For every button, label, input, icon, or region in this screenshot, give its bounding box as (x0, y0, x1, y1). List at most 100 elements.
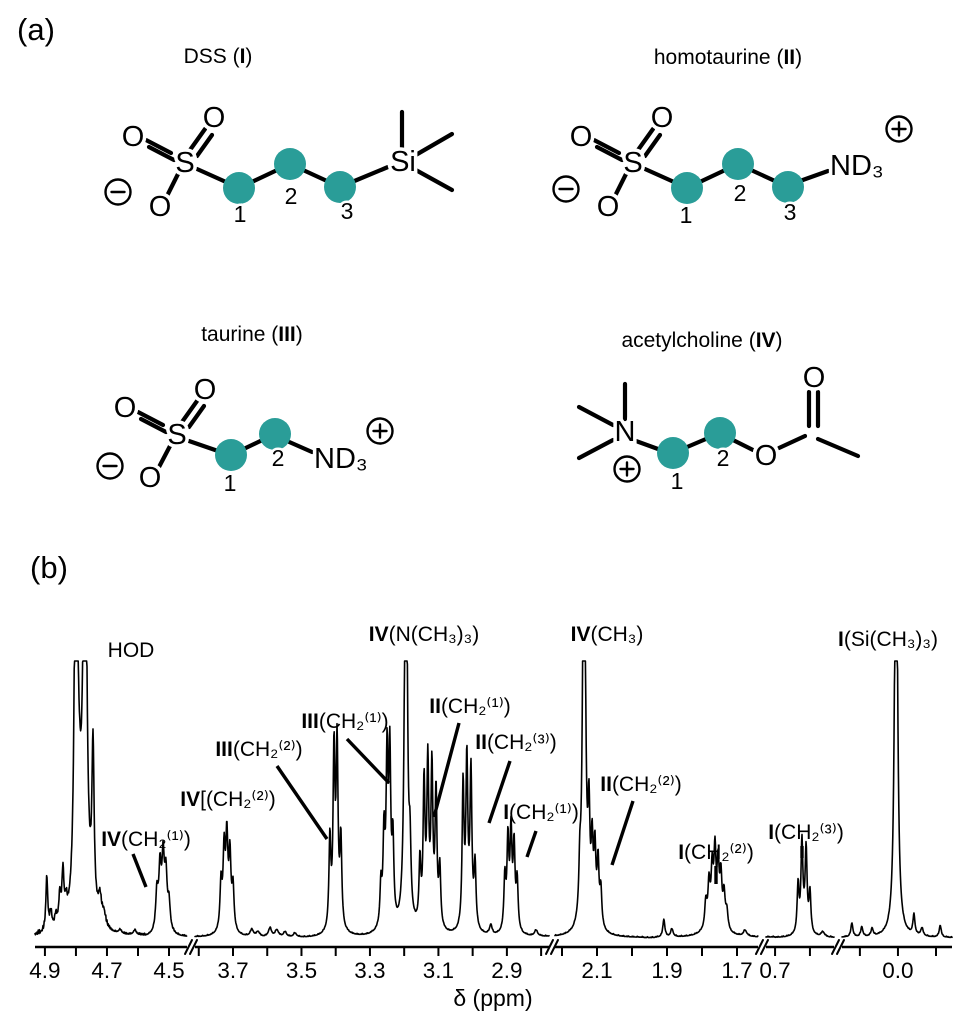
minus-charge-icon (552, 175, 580, 203)
axis-tick-label: 0.7 (759, 958, 790, 983)
bond-line (349, 164, 391, 185)
atom-label: O (203, 102, 226, 134)
peak-label-i-ch2-2: I(CH₂⁽²⁾) (678, 841, 754, 864)
structure-title: homotaurine (II) (654, 46, 802, 69)
peak-pointer-line (275, 765, 329, 840)
spectrum-trace (554, 660, 759, 939)
peak-label-iii-ch2-1: III(CH₂⁽¹⁾) (301, 710, 388, 733)
atom-label: ND₃ (314, 443, 368, 475)
atom-label: O (755, 440, 778, 472)
bond-line (642, 166, 677, 185)
plus-charge-icon (366, 417, 394, 445)
atom-label: S (623, 147, 642, 179)
axis-tick-label: 2.9 (491, 958, 522, 983)
atom-label: S (175, 147, 194, 179)
atom-label: O (803, 362, 826, 394)
axis-break-icon (755, 939, 764, 955)
axis-tick-label: 3.1 (423, 958, 454, 983)
atom-label: O (139, 462, 162, 494)
structure-homotaurine: SO O O ND₃ 1 2 3 homotaurine (II) (552, 46, 913, 231)
bond-line (411, 131, 455, 159)
peak-label-ii-ch2-2: II(CH₂⁽²⁾) (600, 773, 681, 796)
bond-line (730, 437, 756, 453)
axis-tick-label: 3.3 (354, 958, 385, 983)
spectrum-trace (34, 660, 188, 937)
peak-pointer-line (610, 800, 635, 866)
bond-line (186, 403, 207, 430)
bond-line (594, 144, 625, 163)
structure-title: DSS (I) (184, 45, 253, 68)
bond-line (146, 144, 177, 163)
bond-line (635, 126, 656, 153)
ch2-position-marker (704, 417, 736, 449)
bond-line (576, 404, 616, 428)
axis-tick-label: 3.5 (286, 958, 317, 983)
atom-label: O (194, 374, 217, 406)
structure-taurine: SO O O ND₃ 1 2 taurine (III) (96, 323, 394, 499)
marker-number: 1 (680, 202, 693, 228)
ch2-position-marker (223, 172, 255, 204)
axis-tick-label: 0.0 (882, 958, 913, 983)
marker-number: 2 (272, 445, 285, 471)
atom-label: O (570, 121, 593, 153)
bond-line (194, 166, 229, 185)
axis-break-icon (545, 939, 554, 955)
bond-line (179, 398, 200, 425)
bond-line (143, 137, 174, 156)
marker-number: 3 (341, 198, 354, 224)
structure-title: acetylcholine (IV) (621, 329, 782, 352)
bond-line (612, 171, 629, 199)
bond-line (187, 126, 208, 153)
marker-number: 2 (717, 445, 730, 471)
ch2-position-marker (722, 148, 754, 180)
bond-line (591, 137, 622, 156)
bond-line (194, 132, 215, 159)
axis-break-icon (184, 939, 193, 955)
peak-label-i-ch2-3: I(CH₂⁽³⁾) (768, 821, 844, 844)
peak-pointer-line (525, 830, 538, 858)
axis-break-icon (831, 939, 840, 955)
atom-label: O (651, 102, 674, 134)
plus-charge-icon (613, 455, 641, 483)
atom-label: O (597, 191, 620, 223)
spectrum-trace (765, 833, 835, 939)
structure-dss: SO O O Si 1 2 3 DSS (I) (104, 45, 455, 230)
structure-acetylcholine: N O O 1 2 acetylcholine (IV) (576, 329, 861, 497)
spectrum-trace (194, 660, 550, 938)
axis-tick-label: 1.9 (651, 958, 682, 983)
ch2-position-marker (274, 148, 306, 180)
axis-tick-label: 2.1 (581, 958, 612, 983)
marker-number: 1 (234, 201, 247, 227)
panel-b-label: (b) (30, 550, 68, 585)
bond-line (633, 438, 661, 452)
nmr-spectrum: 4.9 4.7 4.5 3.7 3.5 3.3 3.1 2.9 2.1 1.9 1.7 0.7 0.0 δ… (29, 623, 953, 1011)
axis-tick-label: 1.7 (721, 958, 752, 983)
peak-pointer-line (487, 760, 512, 824)
plus-charge-icon (885, 115, 913, 143)
peak-pointer-line (131, 853, 148, 888)
x-axis-title: δ (ppm) (453, 985, 532, 1011)
bond-line (411, 166, 455, 193)
axis-tick-label: 3.7 (217, 958, 248, 983)
ch2-position-marker (657, 437, 689, 469)
peak-label-ii-ch2-1: II(CH₂⁽¹⁾) (429, 695, 510, 718)
minus-charge-icon (96, 452, 124, 480)
marker-number: 2 (285, 183, 298, 209)
bond-line (642, 132, 663, 159)
structure-title: taurine (III) (201, 323, 303, 346)
bond-line (576, 437, 616, 461)
marker-number: 3 (784, 199, 797, 225)
peak-label-iv-nch3-3: IV(N(CH₃)₃) (369, 623, 479, 646)
bond-line (164, 171, 181, 199)
bond-line (138, 416, 169, 435)
spectrum-trace (841, 660, 953, 939)
peak-label-iv-ch2-1: IV(CH₂⁽¹⁾) (101, 828, 191, 851)
atom-label: S (167, 419, 186, 451)
bond-line (776, 433, 808, 451)
peak-label-i-si-ch3: I(Si(CH₃)₃) (838, 628, 938, 651)
atom-label: N (615, 416, 636, 448)
ch2-position-marker (215, 439, 247, 471)
bond-line (135, 409, 166, 428)
